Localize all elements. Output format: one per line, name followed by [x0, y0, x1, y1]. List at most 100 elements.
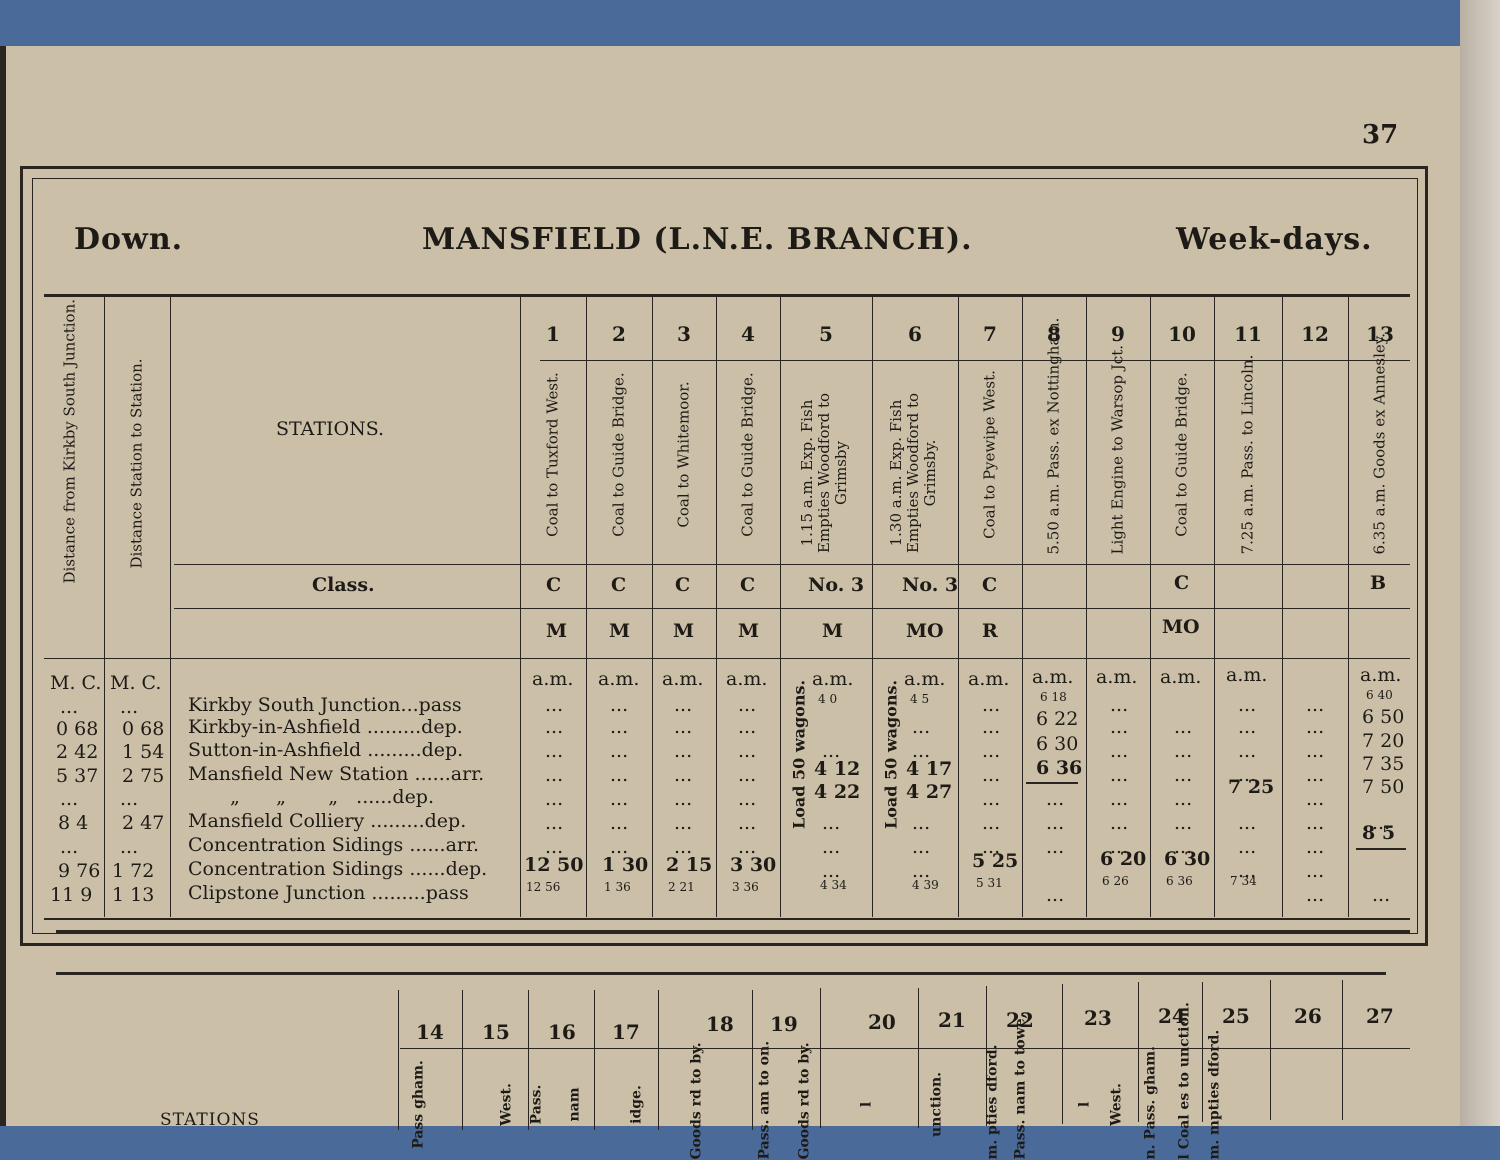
empty-cell-ellipsis: ...	[1110, 694, 1129, 716]
empty-cell-ellipsis: ...	[674, 694, 693, 716]
am-label: a.m.	[726, 668, 768, 690]
time-cell: 6 20	[1100, 848, 1147, 870]
bottom-column-description: l	[858, 1101, 875, 1108]
column-number: 19	[770, 1012, 798, 1036]
time-cell: 2 21	[668, 880, 695, 894]
column-description: Coal to Guide Bridge.	[1172, 372, 1191, 537]
bottom-column-description: l Coal es to unction.	[1176, 1002, 1193, 1160]
empty-cell-ellipsis: ...	[738, 716, 757, 738]
code-value: M	[546, 620, 568, 642]
empty-cell-ellipsis: ...	[610, 694, 629, 716]
time-cell: 6 30	[1164, 848, 1211, 870]
column-number: 22	[1006, 1008, 1034, 1032]
station-name: Mansfield New Station ......arr.	[188, 763, 485, 785]
days-label: Week-days.	[1176, 222, 1373, 257]
vrule	[872, 297, 873, 917]
code-value: M	[609, 620, 631, 642]
am-label: a.m.	[662, 668, 704, 690]
underline	[1356, 848, 1406, 850]
am-label: a.m.	[1160, 666, 1202, 688]
column-number: 10	[1168, 322, 1196, 346]
empty-cell-ellipsis: ...	[674, 812, 693, 834]
empty-cell-ellipsis: ...	[1110, 836, 1129, 858]
distance-junction: 9 76	[58, 860, 101, 882]
vrule	[820, 988, 821, 1128]
empty-cell-ellipsis: ...	[822, 836, 841, 858]
bottom-column-description: Pass. nam to towe,	[1012, 1013, 1029, 1160]
column-number: 11	[1234, 322, 1262, 346]
time-cell: 4 17	[906, 758, 953, 780]
timetable-page	[6, 46, 1500, 1126]
vrule	[462, 990, 463, 1130]
code-value: MO	[906, 620, 944, 642]
vrule	[986, 986, 987, 1126]
header-distance-junction: Distance from Kirkby South Junction.	[60, 299, 79, 584]
rule-bottom-colnum	[400, 1048, 1410, 1049]
empty-cell-ellipsis: ...	[982, 716, 1001, 738]
bottom-column-description: n. Pass. gham.	[1142, 1046, 1159, 1160]
class-value: C	[1174, 572, 1190, 594]
rule-body-bottom	[44, 918, 1410, 920]
empty-cell-ellipsis: ...	[1110, 740, 1129, 762]
bottom-column-description: West.	[498, 1083, 515, 1126]
time-cell: 7 50	[1362, 776, 1405, 798]
bottom-column-description: idge.	[628, 1085, 645, 1124]
distance-junction: 11 9	[50, 884, 93, 906]
time-cell: 4 12	[814, 758, 861, 780]
time-cell: 4 39	[912, 878, 939, 892]
time-cell: 4 34	[820, 878, 847, 892]
distance-junction: 8 4	[58, 812, 89, 834]
bottom-column-description: unction.	[928, 1071, 945, 1138]
empty-cell-ellipsis: ...	[1306, 764, 1325, 786]
distance-station: 2 75	[122, 765, 165, 787]
vrule	[1282, 297, 1283, 917]
time-cell: 3 30	[730, 854, 777, 876]
vrule	[1342, 980, 1343, 1120]
empty-cell-ellipsis: ...	[545, 764, 564, 786]
am-label: a.m.	[1032, 666, 1074, 688]
header-stations: STATIONS.	[276, 418, 385, 440]
empty-cell-ellipsis: ...	[982, 740, 1001, 762]
book-spine	[0, 46, 6, 1126]
empty-cell-ellipsis: ...	[545, 716, 564, 738]
column-description: 1.30 a.m. Exp. Fish Empties Woodford to …	[887, 392, 939, 554]
empty-cell-ellipsis: ...	[982, 694, 1001, 716]
column-description: Coal to Guide Bridge.	[609, 372, 628, 537]
empty-cell-ellipsis: ...	[1046, 812, 1065, 834]
time-cell: 6 50	[1362, 706, 1405, 728]
time-cell: 4 0	[818, 692, 838, 706]
empty-cell-ellipsis: ...	[1110, 812, 1129, 834]
am-label: a.m.	[532, 668, 574, 690]
bottom-column-description: Pass.	[528, 1084, 545, 1125]
empty-cell-ellipsis: ...	[738, 694, 757, 716]
underline	[1026, 782, 1078, 784]
distance-station: ...	[120, 788, 139, 810]
vrule	[658, 990, 659, 1130]
direction-label: Down.	[74, 222, 184, 257]
column-number: 25	[1222, 1004, 1250, 1028]
vrule	[398, 990, 399, 1130]
vrule	[1214, 297, 1215, 917]
class-value: B	[1370, 572, 1387, 594]
time-cell: 4 5	[910, 692, 930, 706]
bottom-column-description: Goods rd to by.	[796, 1042, 813, 1160]
am-label: a.m.	[598, 668, 640, 690]
time-cell: 2 15	[666, 854, 713, 876]
vrule	[1202, 982, 1203, 1122]
empty-cell-ellipsis: ...	[1306, 812, 1325, 834]
empty-cell-ellipsis: ...	[1046, 788, 1065, 810]
rule-class-top	[174, 564, 1410, 565]
vrule	[528, 990, 529, 1130]
vrule	[752, 990, 753, 1130]
code-value: MO	[1162, 616, 1200, 638]
distance-junction: 2 42	[56, 741, 99, 763]
vrule	[1348, 297, 1349, 917]
station-name: Kirkby South Junction...pass	[188, 694, 462, 716]
empty-cell-ellipsis: ...	[1110, 764, 1129, 786]
empty-cell-ellipsis: ...	[1110, 788, 1129, 810]
column-number: 14	[416, 1020, 444, 1044]
vrule	[594, 990, 595, 1130]
code-value: M	[738, 620, 760, 642]
time-cell: 12 56	[526, 880, 561, 894]
empty-cell-ellipsis: ...	[982, 788, 1001, 810]
